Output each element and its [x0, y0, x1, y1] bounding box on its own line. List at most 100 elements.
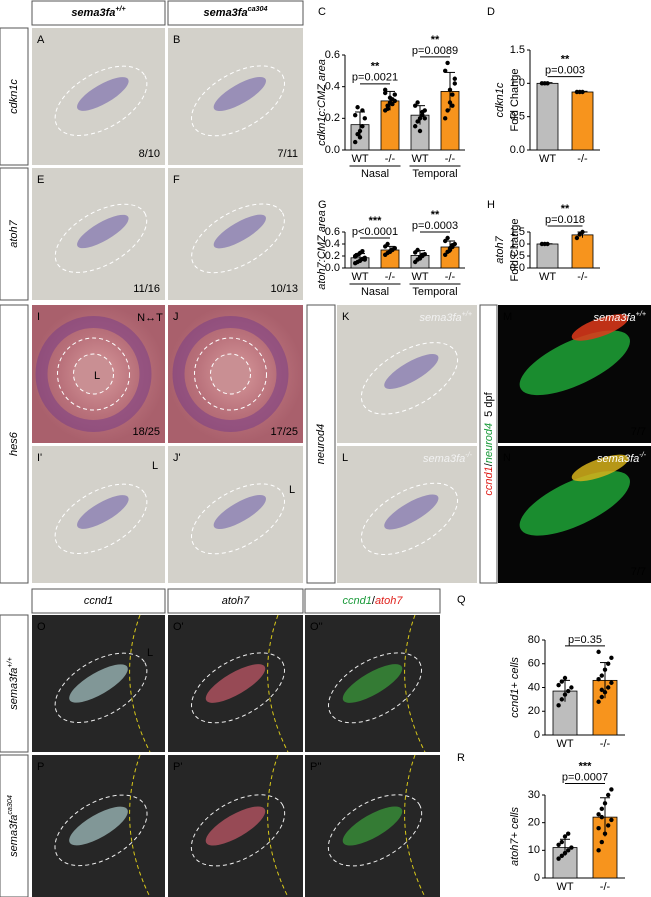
x-tick-label: WT: [556, 881, 573, 893]
panel-letter: J: [173, 311, 179, 323]
data-point: [599, 694, 604, 700]
x-tick-label: WT: [411, 271, 428, 283]
data-point: [545, 241, 550, 247]
column-header: ccnd1: [84, 595, 113, 607]
text-part: sema3fa: [8, 668, 20, 710]
panel-letter: M: [503, 311, 512, 323]
data-point: [580, 229, 585, 235]
y-tick-label: 0.6: [325, 226, 340, 238]
row-label: cdkn1c: [8, 79, 20, 114]
data-point: [450, 103, 455, 108]
panel-annotation: L: [289, 484, 295, 496]
x-tick-label: WT: [351, 153, 368, 165]
text-part: /: [483, 462, 495, 466]
panel-letter: O'': [310, 621, 323, 633]
data-point: [562, 834, 568, 839]
lens-edge: [404, 754, 426, 897]
panel-letter: E: [37, 174, 44, 186]
stain: [213, 214, 266, 249]
data-point: [420, 109, 425, 115]
column-header: atoh7: [222, 595, 250, 607]
data-point: [599, 687, 604, 693]
outline: [360, 342, 459, 415]
panel-letter: K: [342, 311, 350, 323]
text-part: atoh7: [375, 595, 403, 607]
y-tick-label: 0.4: [325, 238, 340, 250]
y-tick-label: 0.5: [510, 111, 525, 123]
data-point: [383, 90, 388, 96]
text-part: neurod4: [315, 424, 327, 464]
significance-stars: ***: [369, 215, 383, 227]
chart-letter: D: [487, 6, 495, 18]
data-point: [606, 661, 611, 666]
sample-count: 8/10: [139, 148, 160, 160]
data-point: [360, 108, 365, 113]
significance-stars: **: [431, 34, 440, 46]
data-point: [450, 92, 455, 97]
frame: [0, 167, 29, 301]
bar: [571, 91, 594, 151]
y-axis-label: cdkn1c: [494, 82, 506, 117]
outline: [54, 483, 148, 554]
significance-stars: **: [431, 209, 440, 221]
data-point: [415, 100, 420, 105]
x-tick-label: -/-: [385, 153, 396, 165]
group-label: Temporal: [412, 286, 457, 298]
data-point: [599, 673, 604, 678]
panel-annotation: L: [94, 370, 100, 382]
data-point: [559, 679, 564, 684]
panel-letter: F: [173, 174, 180, 186]
frame: [167, 588, 304, 614]
outline: [191, 652, 285, 724]
sample-count: 18/25: [132, 426, 160, 438]
y-tick-label: 0.5: [510, 250, 525, 262]
data-point: [353, 112, 358, 118]
frame: [31, 0, 166, 26]
data-point: [596, 649, 601, 655]
frame: [304, 588, 441, 614]
outline: [360, 482, 459, 555]
data-point: [443, 252, 448, 257]
side-label: ccnd1/neurod4 5 dpf: [483, 391, 495, 495]
data-point: [569, 845, 574, 850]
lens-edge: [267, 754, 289, 897]
text-part: 5 dpf: [483, 391, 495, 416]
text-part: +/+: [6, 657, 14, 667]
data-point: [556, 703, 561, 708]
signal: [519, 330, 630, 396]
data-point: [390, 247, 395, 252]
y-tick-label: 0.0: [325, 144, 340, 156]
group-label: Nasal: [361, 168, 389, 180]
data-point: [609, 787, 614, 792]
data-point: [559, 697, 564, 702]
y-tick-label: 0.4: [325, 81, 340, 93]
x-tick-label: WT: [556, 738, 573, 750]
sample-count: 7/7: [631, 426, 646, 438]
genotype-label: sema3fa-/-: [423, 451, 473, 465]
chart-letter: R: [457, 752, 465, 764]
y-tick-label: 80: [528, 634, 540, 646]
chart-letter: H: [487, 199, 495, 211]
data-point: [362, 116, 367, 121]
data-point: [562, 675, 568, 681]
data-point: [602, 690, 608, 695]
signal: [342, 664, 403, 703]
y-axis-label: Fold Change: [509, 219, 521, 282]
y-axis-label: atoh7+ cells: [509, 806, 521, 866]
stain: [213, 76, 266, 112]
x-tick-label: -/-: [385, 271, 396, 283]
data-point: [556, 856, 561, 861]
frame: [479, 304, 498, 584]
outline: [328, 652, 422, 724]
data-point: [599, 814, 604, 820]
data-point: [447, 246, 453, 251]
p-value: p=0.0089: [412, 45, 458, 57]
data-point: [357, 135, 363, 140]
data-point: [545, 81, 550, 86]
x-tick-label: WT: [411, 153, 428, 165]
data-point: [606, 792, 611, 798]
chart-letter: C: [318, 6, 326, 18]
text-part: atoh7: [222, 595, 250, 607]
lens-edge: [129, 754, 151, 897]
data-point: [559, 839, 564, 845]
